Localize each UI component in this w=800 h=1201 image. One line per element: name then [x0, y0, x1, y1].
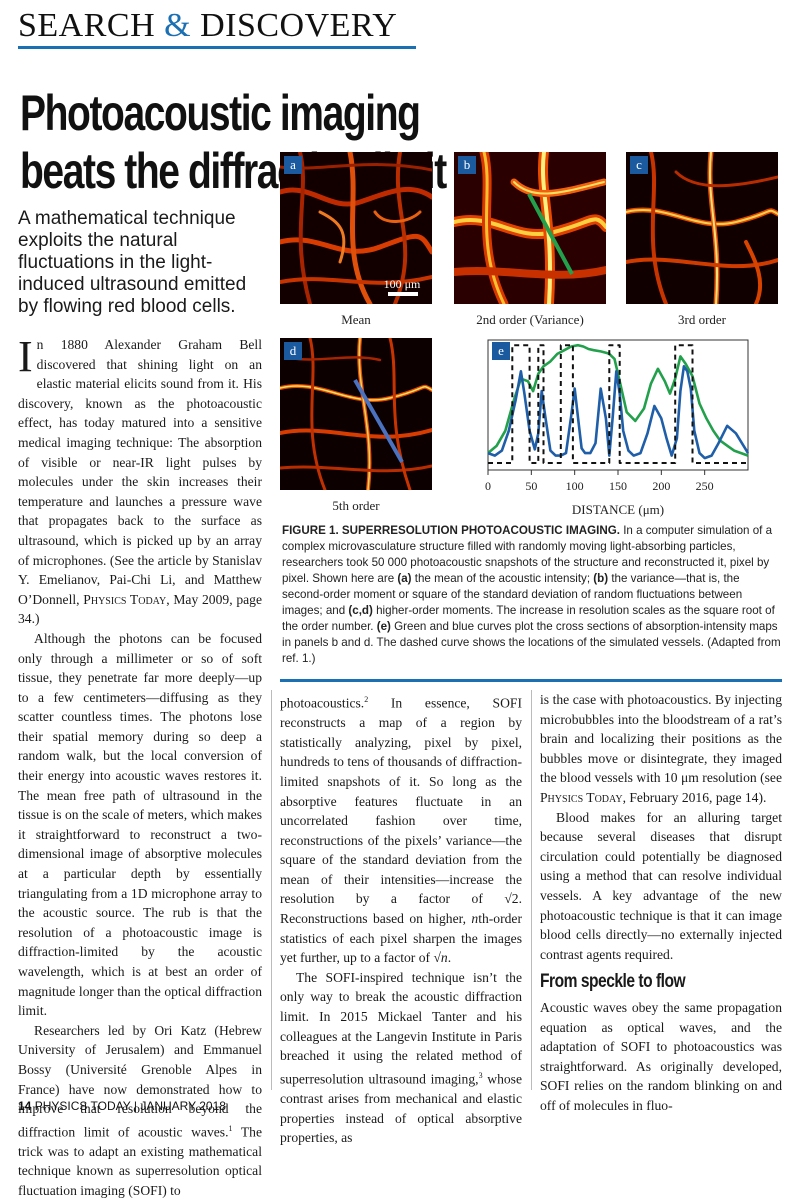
- series-line-0: [487, 343, 749, 457]
- vessel-image-3rd-order: [626, 152, 778, 304]
- x-tick-label: 200: [652, 479, 670, 493]
- panel-label-c: c: [630, 156, 648, 174]
- scale-bar-label: 100 μm: [384, 277, 421, 291]
- article-deck: A mathematical technique exploits the na…: [18, 208, 247, 317]
- x-tick-label: 100: [566, 479, 584, 493]
- issue-date: JANUARY 2018: [140, 1099, 226, 1113]
- chart-frame: [487, 339, 749, 471]
- page-number: 14: [18, 1099, 32, 1113]
- vessel-image-5th-order: [280, 338, 432, 490]
- cross-section-chart: 0 50 100 150 200 250 DISTANCE (μm): [485, 339, 750, 517]
- vessel-network: [454, 152, 606, 304]
- panel-label-b: b: [458, 156, 476, 174]
- figure-panel-a: 100 μm a: [280, 152, 432, 304]
- panel-label-e: e: [492, 342, 510, 360]
- paragraph: Blood makes for an alluring target becau…: [540, 809, 782, 962]
- panel-label-a: a: [284, 156, 302, 174]
- body-column-2: photoacoustics.2 In essence, SOFI recons…: [280, 690, 522, 1148]
- chart-x-axis-label: DISTANCE (μm): [572, 502, 664, 517]
- x-tick-label: 50: [525, 479, 537, 493]
- figure-panel-e: 0 50 100 150 200 250 DISTANCE (μm) e: [482, 338, 782, 520]
- panel-caption-c: 3rd order: [677, 312, 726, 327]
- caption-rule: [280, 679, 782, 682]
- section-header: SEARCH & DISCOVERY: [18, 7, 398, 44]
- paragraph: Acoustic waves obey the same propagation…: [540, 999, 782, 1113]
- x-tick-label: 0: [485, 479, 491, 493]
- figure-panel-c: c: [626, 152, 778, 304]
- paragraph: is the case with photoacoustics. By inje…: [540, 692, 782, 805]
- caption-title: FIGURE 1. SUPERRESOLUTION PHOTOACOUSTIC …: [282, 524, 620, 537]
- panel-caption-b: 2nd order (Variance): [476, 312, 584, 327]
- panel-label-d: d: [284, 342, 302, 360]
- scale-bar: [388, 292, 418, 296]
- page-footer: 14 PHYSICS TODAY | JANUARY 2018: [18, 1099, 226, 1113]
- subheading: From speckle to flow: [540, 971, 686, 993]
- cross-section-line-b: [527, 193, 574, 275]
- section-header-ampersand: &: [164, 7, 192, 44]
- paragraph: photoacoustics.2 In essence, SOFI recons…: [280, 695, 522, 966]
- drop-cap: I: [18, 332, 33, 381]
- column-divider: [531, 690, 532, 1090]
- section-rule: [18, 46, 416, 49]
- cross-section-line-d: [353, 379, 404, 463]
- journal-name: PHYSICS TODAY: [34, 1099, 131, 1113]
- column-divider: [271, 690, 272, 1090]
- figure-panel-b: b: [454, 152, 606, 304]
- body-column-3: is the case with photoacoustics. By inje…: [540, 690, 782, 1115]
- figure-caption: FIGURE 1. SUPERRESOLUTION PHOTOACOUSTIC …: [282, 524, 781, 665]
- x-tick-label: 150: [609, 479, 627, 493]
- paragraph: The SOFI-inspired technique isn’t the on…: [280, 969, 522, 1146]
- vessel-network: [626, 152, 778, 304]
- series-line-2: [488, 344, 748, 464]
- vessel-network: [280, 338, 432, 490]
- paragraph: Although the photons can be focused only…: [18, 630, 262, 1019]
- vessel-image-mean: 100 μm: [280, 152, 432, 304]
- panel-caption-a: Mean: [341, 312, 371, 327]
- vessel-network: [280, 152, 432, 304]
- panel-caption-d: 5th order: [332, 498, 380, 513]
- vessel-image-variance: [454, 152, 606, 304]
- x-tick-label: 250: [696, 479, 714, 493]
- figure-panel-d: d: [280, 338, 432, 490]
- series-line-1: [487, 365, 750, 460]
